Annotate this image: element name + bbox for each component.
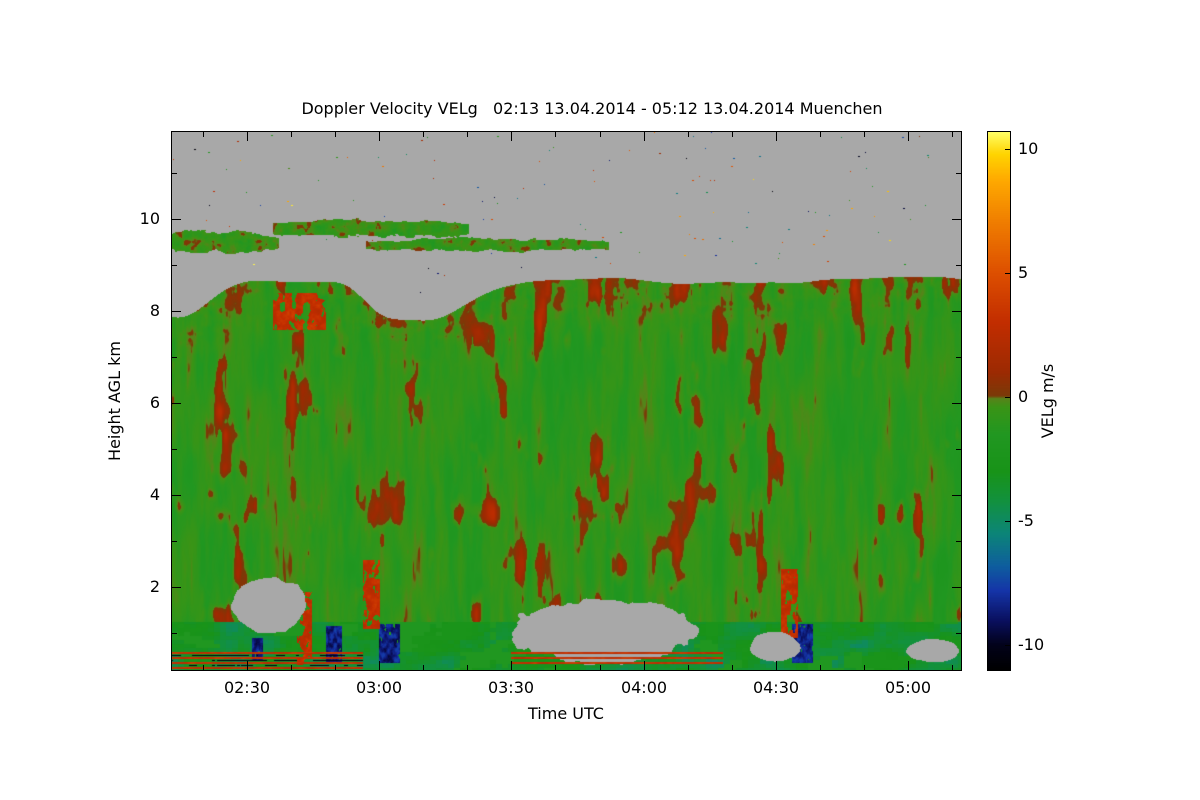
- colorbar-box: [987, 131, 1011, 671]
- x-minor-tick: [820, 132, 821, 137]
- x-minor-tick: [555, 132, 556, 137]
- x-tick-label: 02:30: [223, 678, 271, 697]
- x-tick-label: 03:00: [355, 678, 403, 697]
- y-minor-tick: [172, 449, 177, 450]
- x-minor-tick: [600, 665, 601, 670]
- x-minor-tick: [688, 132, 689, 137]
- y-tick-label: 10: [139, 209, 160, 228]
- y-tick-label: 4: [149, 485, 160, 504]
- y-minor-tick: [956, 541, 961, 542]
- y-minor-tick: [172, 541, 177, 542]
- x-major-tick: [379, 132, 380, 141]
- chart-title: Doppler Velocity VELg 02:13 13.04.2014 -…: [301, 99, 883, 118]
- x-axis-label: Time UTC: [528, 704, 604, 723]
- x-tick-label: 05:00: [884, 678, 932, 697]
- x-major-tick: [776, 661, 777, 670]
- y-tick-label: 8: [149, 301, 160, 320]
- x-major-tick: [776, 132, 777, 141]
- colorbar-tick: [1005, 645, 1010, 646]
- heatmap-canvas: [172, 132, 961, 670]
- y-major-tick: [172, 587, 181, 588]
- y-minor-tick: [956, 357, 961, 358]
- x-major-tick: [247, 661, 248, 670]
- x-minor-tick: [952, 132, 953, 137]
- colorbar-tick: [1005, 149, 1010, 150]
- x-minor-tick: [952, 665, 953, 670]
- x-major-tick: [908, 132, 909, 141]
- x-minor-tick: [203, 132, 204, 137]
- y-minor-tick: [172, 633, 177, 634]
- y-minor-tick: [172, 357, 177, 358]
- y-major-tick: [172, 495, 181, 496]
- x-minor-tick: [203, 665, 204, 670]
- y-major-tick: [952, 219, 961, 220]
- plot-area: [171, 131, 962, 671]
- x-minor-tick: [732, 132, 733, 137]
- x-major-tick: [511, 661, 512, 670]
- x-minor-tick: [467, 665, 468, 670]
- x-minor-tick: [732, 665, 733, 670]
- colorbar-tick-label: -10: [1018, 635, 1045, 654]
- colorbar-tick-label: -5: [1018, 511, 1034, 530]
- x-minor-tick: [423, 665, 424, 670]
- y-minor-tick: [172, 265, 177, 266]
- x-tick-label: 03:30: [487, 678, 535, 697]
- x-tick-label: 04:30: [752, 678, 800, 697]
- x-minor-tick: [423, 132, 424, 137]
- y-major-tick: [172, 403, 181, 404]
- x-minor-tick: [555, 665, 556, 670]
- x-minor-tick: [335, 132, 336, 137]
- y-major-tick: [952, 495, 961, 496]
- x-major-tick: [644, 661, 645, 670]
- x-major-tick: [908, 661, 909, 670]
- y-major-tick: [172, 219, 181, 220]
- x-minor-tick: [864, 132, 865, 137]
- colorbar-tick: [1005, 273, 1010, 274]
- y-major-tick: [952, 587, 961, 588]
- y-major-tick: [172, 311, 181, 312]
- colorbar-tick: [1005, 521, 1010, 522]
- y-major-tick: [952, 311, 961, 312]
- y-minor-tick: [172, 173, 177, 174]
- x-minor-tick: [335, 665, 336, 670]
- colorbar-tick-label: 5: [1018, 263, 1029, 282]
- y-minor-tick: [956, 633, 961, 634]
- x-minor-tick: [688, 665, 689, 670]
- y-major-tick: [952, 403, 961, 404]
- x-major-tick: [379, 661, 380, 670]
- y-tick-label: 2: [149, 577, 160, 596]
- x-minor-tick: [467, 132, 468, 137]
- colorbar-tick-label: 0: [1018, 387, 1029, 406]
- x-major-tick: [247, 132, 248, 141]
- y-minor-tick: [956, 449, 961, 450]
- y-tick-label: 6: [149, 393, 160, 412]
- x-minor-tick: [864, 665, 865, 670]
- x-tick-label: 04:00: [620, 678, 668, 697]
- x-minor-tick: [291, 665, 292, 670]
- colorbar-tick-label: 10: [1018, 139, 1039, 158]
- x-major-tick: [644, 132, 645, 141]
- y-minor-tick: [956, 173, 961, 174]
- y-minor-tick: [956, 265, 961, 266]
- x-minor-tick: [291, 132, 292, 137]
- colorbar-canvas: [988, 132, 1010, 670]
- colorbar-tick: [1005, 397, 1010, 398]
- x-major-tick: [511, 132, 512, 141]
- x-minor-tick: [600, 132, 601, 137]
- x-minor-tick: [820, 665, 821, 670]
